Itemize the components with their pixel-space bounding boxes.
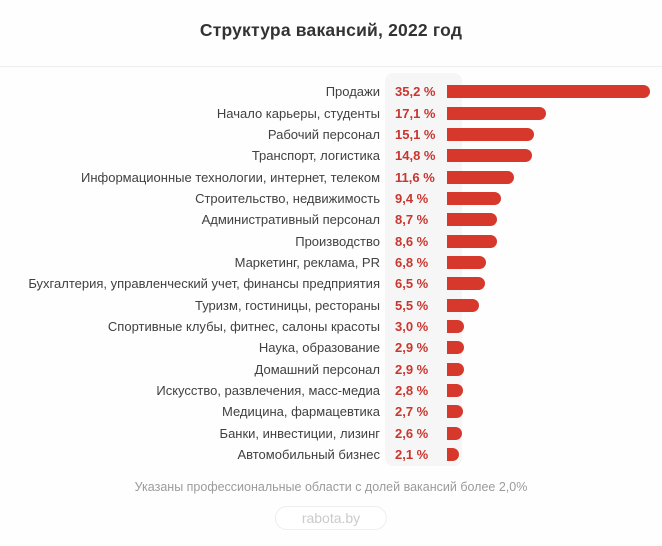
chart-row: Спортивные клубы, фитнес, салоны красоты… bbox=[0, 316, 662, 337]
bar bbox=[447, 426, 462, 440]
category-label: Строительство, недвижимость bbox=[195, 190, 380, 206]
category-label: Банки, инвестиции, лизинг bbox=[219, 425, 380, 441]
category-label: Производство bbox=[295, 233, 380, 249]
category-label: Административный персонал bbox=[201, 212, 380, 228]
bar bbox=[447, 448, 460, 462]
bar bbox=[447, 298, 479, 312]
chart-row: Маркетинг, реклама, PR 6,8 % bbox=[0, 252, 662, 273]
value-label: 2,6 % bbox=[395, 425, 429, 441]
bar bbox=[447, 405, 463, 419]
title-divider bbox=[0, 66, 662, 67]
value-label: 2,8 % bbox=[395, 382, 429, 398]
category-label: Информационные технологии, интернет, тел… bbox=[81, 169, 380, 185]
category-label: Автомобильный бизнес bbox=[237, 447, 380, 463]
bar bbox=[447, 319, 465, 333]
value-label: 2,7 % bbox=[395, 404, 429, 420]
chart-row: Наука, образование 2,9 % bbox=[0, 337, 662, 358]
category-label: Бухгалтерия, управленческий учет, финанс… bbox=[28, 276, 380, 292]
value-label: 2,9 % bbox=[395, 361, 429, 377]
value-label: 15,1 % bbox=[395, 126, 436, 142]
chart-row: Туризм, гостиницы, рестораны 5,5 % bbox=[0, 294, 662, 315]
value-label: 3,0 % bbox=[395, 318, 429, 334]
category-label: Наука, образование bbox=[258, 340, 380, 356]
value-label: 9,4 % bbox=[395, 190, 429, 206]
value-label: 2,1 % bbox=[395, 447, 429, 463]
bar bbox=[447, 255, 487, 269]
bar bbox=[447, 170, 514, 184]
value-label: 6,5 % bbox=[395, 276, 429, 292]
bar bbox=[447, 234, 497, 248]
chart-row: Строительство, недвижимость 9,4 % bbox=[0, 188, 662, 209]
category-label: Туризм, гостиницы, рестораны bbox=[194, 297, 380, 313]
bar bbox=[447, 85, 650, 99]
value-label: 8,6 % bbox=[395, 233, 429, 249]
chart-rows: Продажи 35,2 % Начало карьеры, студенты 17,… bbox=[0, 81, 662, 465]
chart-footnote: Указаны профессиональные области с долей… bbox=[134, 480, 528, 494]
category-label: Маркетинг, реклама, PR bbox=[234, 254, 380, 270]
value-label: 11,6 % bbox=[395, 169, 435, 185]
chart-row: Транспорт, логистика 14,8 % bbox=[0, 145, 662, 166]
chart-row: Медицина, фармацевтика 2,7 % bbox=[0, 401, 662, 422]
chart-row: Банки, инвестиции, лизинг 2,6 % bbox=[0, 423, 662, 444]
bar bbox=[447, 277, 485, 291]
category-label: Медицина, фармацевтика bbox=[222, 404, 380, 420]
chart-row: Производство 8,6 % bbox=[0, 230, 662, 251]
category-label: Спортивные клубы, фитнес, салоны красоты bbox=[107, 318, 380, 334]
value-label: 5,5 % bbox=[395, 297, 429, 313]
chart-row: Искусство, развлечения, масс-медиа 2,8 % bbox=[0, 380, 662, 401]
bar bbox=[447, 213, 498, 227]
value-label: 35,2 % bbox=[395, 84, 436, 100]
category-label: Продажи bbox=[325, 84, 380, 100]
category-label: Транспорт, логистика bbox=[251, 148, 380, 164]
chart-title: Структура вакансий, 2022 год bbox=[199, 20, 463, 40]
value-label: 8,7 % bbox=[395, 212, 429, 228]
bar bbox=[447, 127, 535, 141]
chart-row: Информационные технологии, интернет, тел… bbox=[0, 166, 662, 187]
category-label: Начало карьеры, студенты bbox=[216, 105, 380, 121]
category-label: Домашний персонал bbox=[254, 361, 380, 377]
chart-row: Бухгалтерия, управленческий учет, финанс… bbox=[0, 273, 662, 294]
category-label: Рабочий персонал bbox=[267, 126, 380, 142]
bar bbox=[447, 362, 464, 376]
bar bbox=[447, 149, 533, 163]
value-label: 6,8 % bbox=[395, 254, 429, 270]
value-label: 2,9 % bbox=[395, 340, 429, 356]
chart-row: Рабочий персонал 15,1 % bbox=[0, 124, 662, 145]
bar bbox=[447, 341, 464, 355]
rabota-by-logo-badge: rabota.by bbox=[274, 506, 388, 530]
chart-row: Административный персонал 8,7 % bbox=[0, 209, 662, 230]
bar bbox=[447, 106, 546, 120]
bar bbox=[447, 191, 502, 205]
value-label: 14,8 % bbox=[395, 148, 436, 164]
value-label: 17,1 % bbox=[395, 105, 436, 121]
chart-row: Начало карьеры, студенты 17,1 % bbox=[0, 102, 662, 123]
bar bbox=[447, 383, 464, 397]
chart-row: Продажи 35,2 % bbox=[0, 81, 662, 102]
chart-row: Домашний персонал 2,9 % bbox=[0, 358, 662, 379]
category-label: Искусство, развлечения, масс-медиа bbox=[156, 382, 380, 398]
chart-row: Автомобильный бизнес 2,1 % bbox=[0, 444, 662, 465]
